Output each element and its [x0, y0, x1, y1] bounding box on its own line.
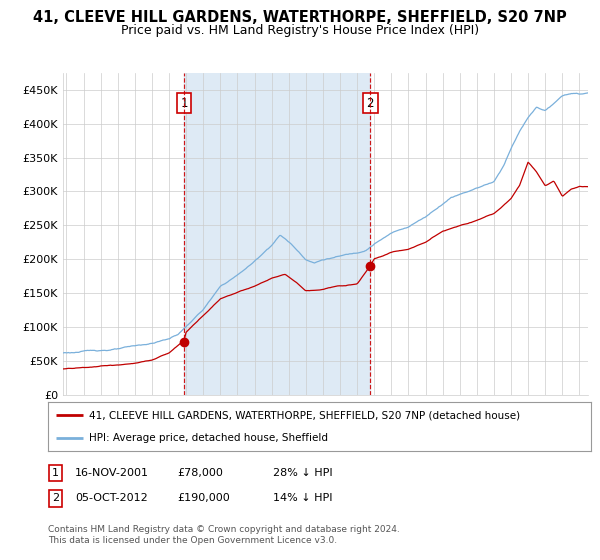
Text: £190,000: £190,000 [177, 493, 230, 503]
Bar [184, 73, 370, 395]
Text: 2: 2 [367, 97, 374, 110]
Text: 41, CLEEVE HILL GARDENS, WATERTHORPE, SHEFFIELD, S20 7NP: 41, CLEEVE HILL GARDENS, WATERTHORPE, SH… [33, 10, 567, 25]
Text: Price paid vs. HM Land Registry's House Price Index (HPI): Price paid vs. HM Land Registry's House … [121, 24, 479, 36]
Text: Contains HM Land Registry data © Crown copyright and database right 2024.
This d: Contains HM Land Registry data © Crown c… [48, 525, 400, 545]
Text: 16-NOV-2001: 16-NOV-2001 [75, 468, 149, 478]
Text: 1: 1 [181, 97, 188, 110]
Text: 14% ↓ HPI: 14% ↓ HPI [273, 493, 332, 503]
Text: £78,000: £78,000 [177, 468, 223, 478]
Text: 28% ↓ HPI: 28% ↓ HPI [273, 468, 332, 478]
Text: 41, CLEEVE HILL GARDENS, WATERTHORPE, SHEFFIELD, S20 7NP (detached house): 41, CLEEVE HILL GARDENS, WATERTHORPE, SH… [89, 410, 520, 421]
Text: 05-OCT-2012: 05-OCT-2012 [75, 493, 148, 503]
Text: HPI: Average price, detached house, Sheffield: HPI: Average price, detached house, Shef… [89, 433, 328, 444]
Text: 2: 2 [52, 493, 59, 503]
Text: 1: 1 [52, 468, 59, 478]
